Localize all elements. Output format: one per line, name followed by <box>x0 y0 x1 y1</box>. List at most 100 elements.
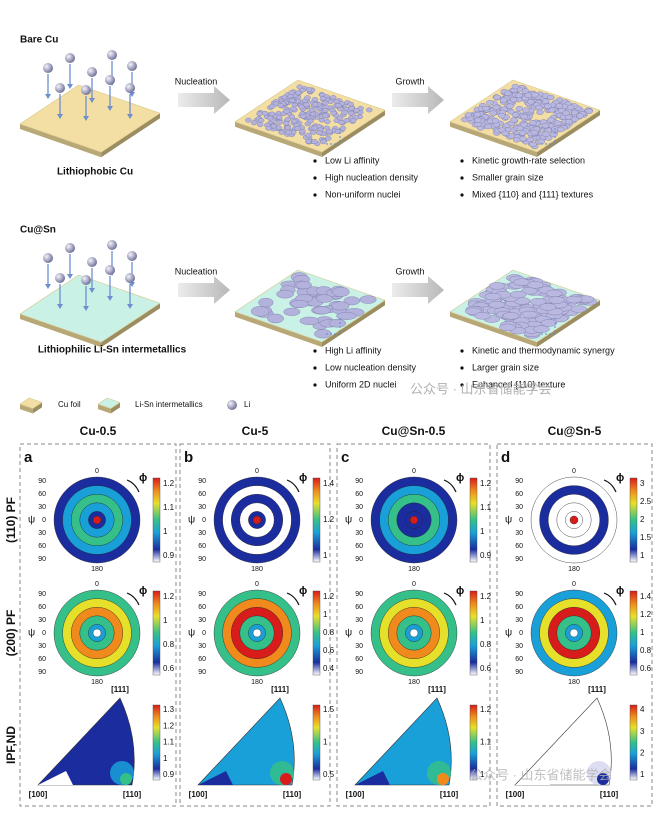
nucleus <box>285 129 292 135</box>
ipf-corner: [110] <box>440 790 459 799</box>
ipf-corner: [110] <box>123 790 142 799</box>
psi-tick: 0 <box>202 517 206 524</box>
nucleus <box>298 104 305 110</box>
grain <box>529 298 547 306</box>
li-sphere <box>55 83 65 93</box>
pole-center <box>92 628 102 638</box>
colorbar <box>312 590 321 676</box>
colorbar <box>629 704 638 781</box>
colorbar-tick: 3 <box>640 479 645 488</box>
nucleus <box>315 294 334 303</box>
tile-side <box>537 300 600 347</box>
psi-tick: 90 <box>38 478 46 485</box>
nucleus <box>312 306 331 315</box>
grain <box>493 94 501 101</box>
process-arrow <box>178 276 230 304</box>
psi-label: ψ <box>28 628 35 639</box>
sample-label: Bare Cu <box>20 35 58 46</box>
grain <box>576 113 584 119</box>
process-arrow <box>392 86 444 114</box>
grain <box>527 281 544 289</box>
nucleus <box>277 103 284 108</box>
nucleus <box>366 107 373 113</box>
li-arrow-head <box>127 114 133 119</box>
bullet <box>313 193 317 197</box>
psi-tick: 0 <box>42 630 46 637</box>
ipf-zone <box>355 771 390 785</box>
colorbar-tick: 0.8 <box>323 628 335 637</box>
bullet <box>313 366 317 370</box>
phi-zero: 0 <box>95 468 99 475</box>
ipf-triangle <box>354 697 452 786</box>
nucleus <box>327 99 335 104</box>
psi-tick: 30 <box>198 617 206 624</box>
li-arrow-head <box>57 304 63 309</box>
psi-label: ψ <box>345 628 352 639</box>
ipf-corner: [111] <box>111 685 129 694</box>
tile-side <box>101 303 160 348</box>
colorbar-tick: 0.8 <box>480 640 492 649</box>
grain <box>484 123 492 130</box>
li-arrow-head <box>45 284 51 289</box>
colorbar-tick: 0.6 <box>323 646 335 655</box>
grain <box>509 96 518 103</box>
colorbar-tick: 1.2 <box>323 592 335 601</box>
phi-arrow <box>443 479 457 493</box>
panel-title: Cu@Sn-5 <box>548 424 602 438</box>
colorbar <box>629 477 638 563</box>
psi-tick: 0 <box>359 517 363 524</box>
pole-center <box>252 628 262 638</box>
phi-arrow <box>126 592 140 606</box>
panel-letter: c <box>341 449 349 466</box>
nucleus <box>353 108 360 113</box>
panel-letter: b <box>184 449 193 466</box>
colorbar-tick: 1 <box>323 738 328 747</box>
grain <box>546 289 563 298</box>
li-sphere <box>81 275 91 285</box>
nucleus <box>308 107 316 113</box>
grain <box>539 303 556 311</box>
grain <box>571 109 579 116</box>
grain <box>502 312 520 320</box>
li-arrow-head <box>107 296 113 301</box>
colorbar <box>152 704 161 781</box>
grain <box>519 136 527 142</box>
nucleus <box>290 106 297 112</box>
nucleus <box>322 107 329 113</box>
nucleus <box>261 110 269 116</box>
colorbar-tick: 1 <box>480 770 485 779</box>
ipf-corner: [110] <box>283 790 302 799</box>
tile <box>97 397 121 409</box>
colorbar <box>312 477 321 563</box>
psi-tick: 60 <box>355 604 363 611</box>
grain <box>537 138 545 145</box>
psi-tick: 90 <box>355 556 363 563</box>
grain <box>520 113 528 120</box>
phi-180: 180 <box>91 679 103 686</box>
ipf-corner: [100] <box>29 790 48 799</box>
ipf-corner: [111] <box>428 685 446 694</box>
colorbar-tick: 1.4 <box>640 592 652 601</box>
grain <box>542 98 550 104</box>
grain <box>488 301 506 309</box>
nucleus <box>350 118 357 123</box>
grain <box>474 117 482 123</box>
psi-tick: 60 <box>198 543 206 550</box>
tile <box>19 397 43 409</box>
li-sphere <box>127 61 137 71</box>
psi-tick: 90 <box>515 556 523 563</box>
colorbar-tick: 1 <box>163 754 168 763</box>
ipf-corner: [100] <box>189 790 208 799</box>
ipf-zone <box>198 771 233 785</box>
pole-center <box>252 515 262 525</box>
grain <box>482 105 490 112</box>
psi-tick: 90 <box>38 669 46 676</box>
phi-zero: 0 <box>572 581 576 588</box>
sample-label: Cu@Sn <box>20 225 56 236</box>
phi-label: ϕ <box>299 472 307 484</box>
grain <box>498 112 506 119</box>
psi-label: ψ <box>188 628 195 639</box>
nucleus <box>296 84 303 90</box>
li-sphere <box>125 273 135 283</box>
note: Kinetic and thermodynamic synergy <box>472 345 615 355</box>
